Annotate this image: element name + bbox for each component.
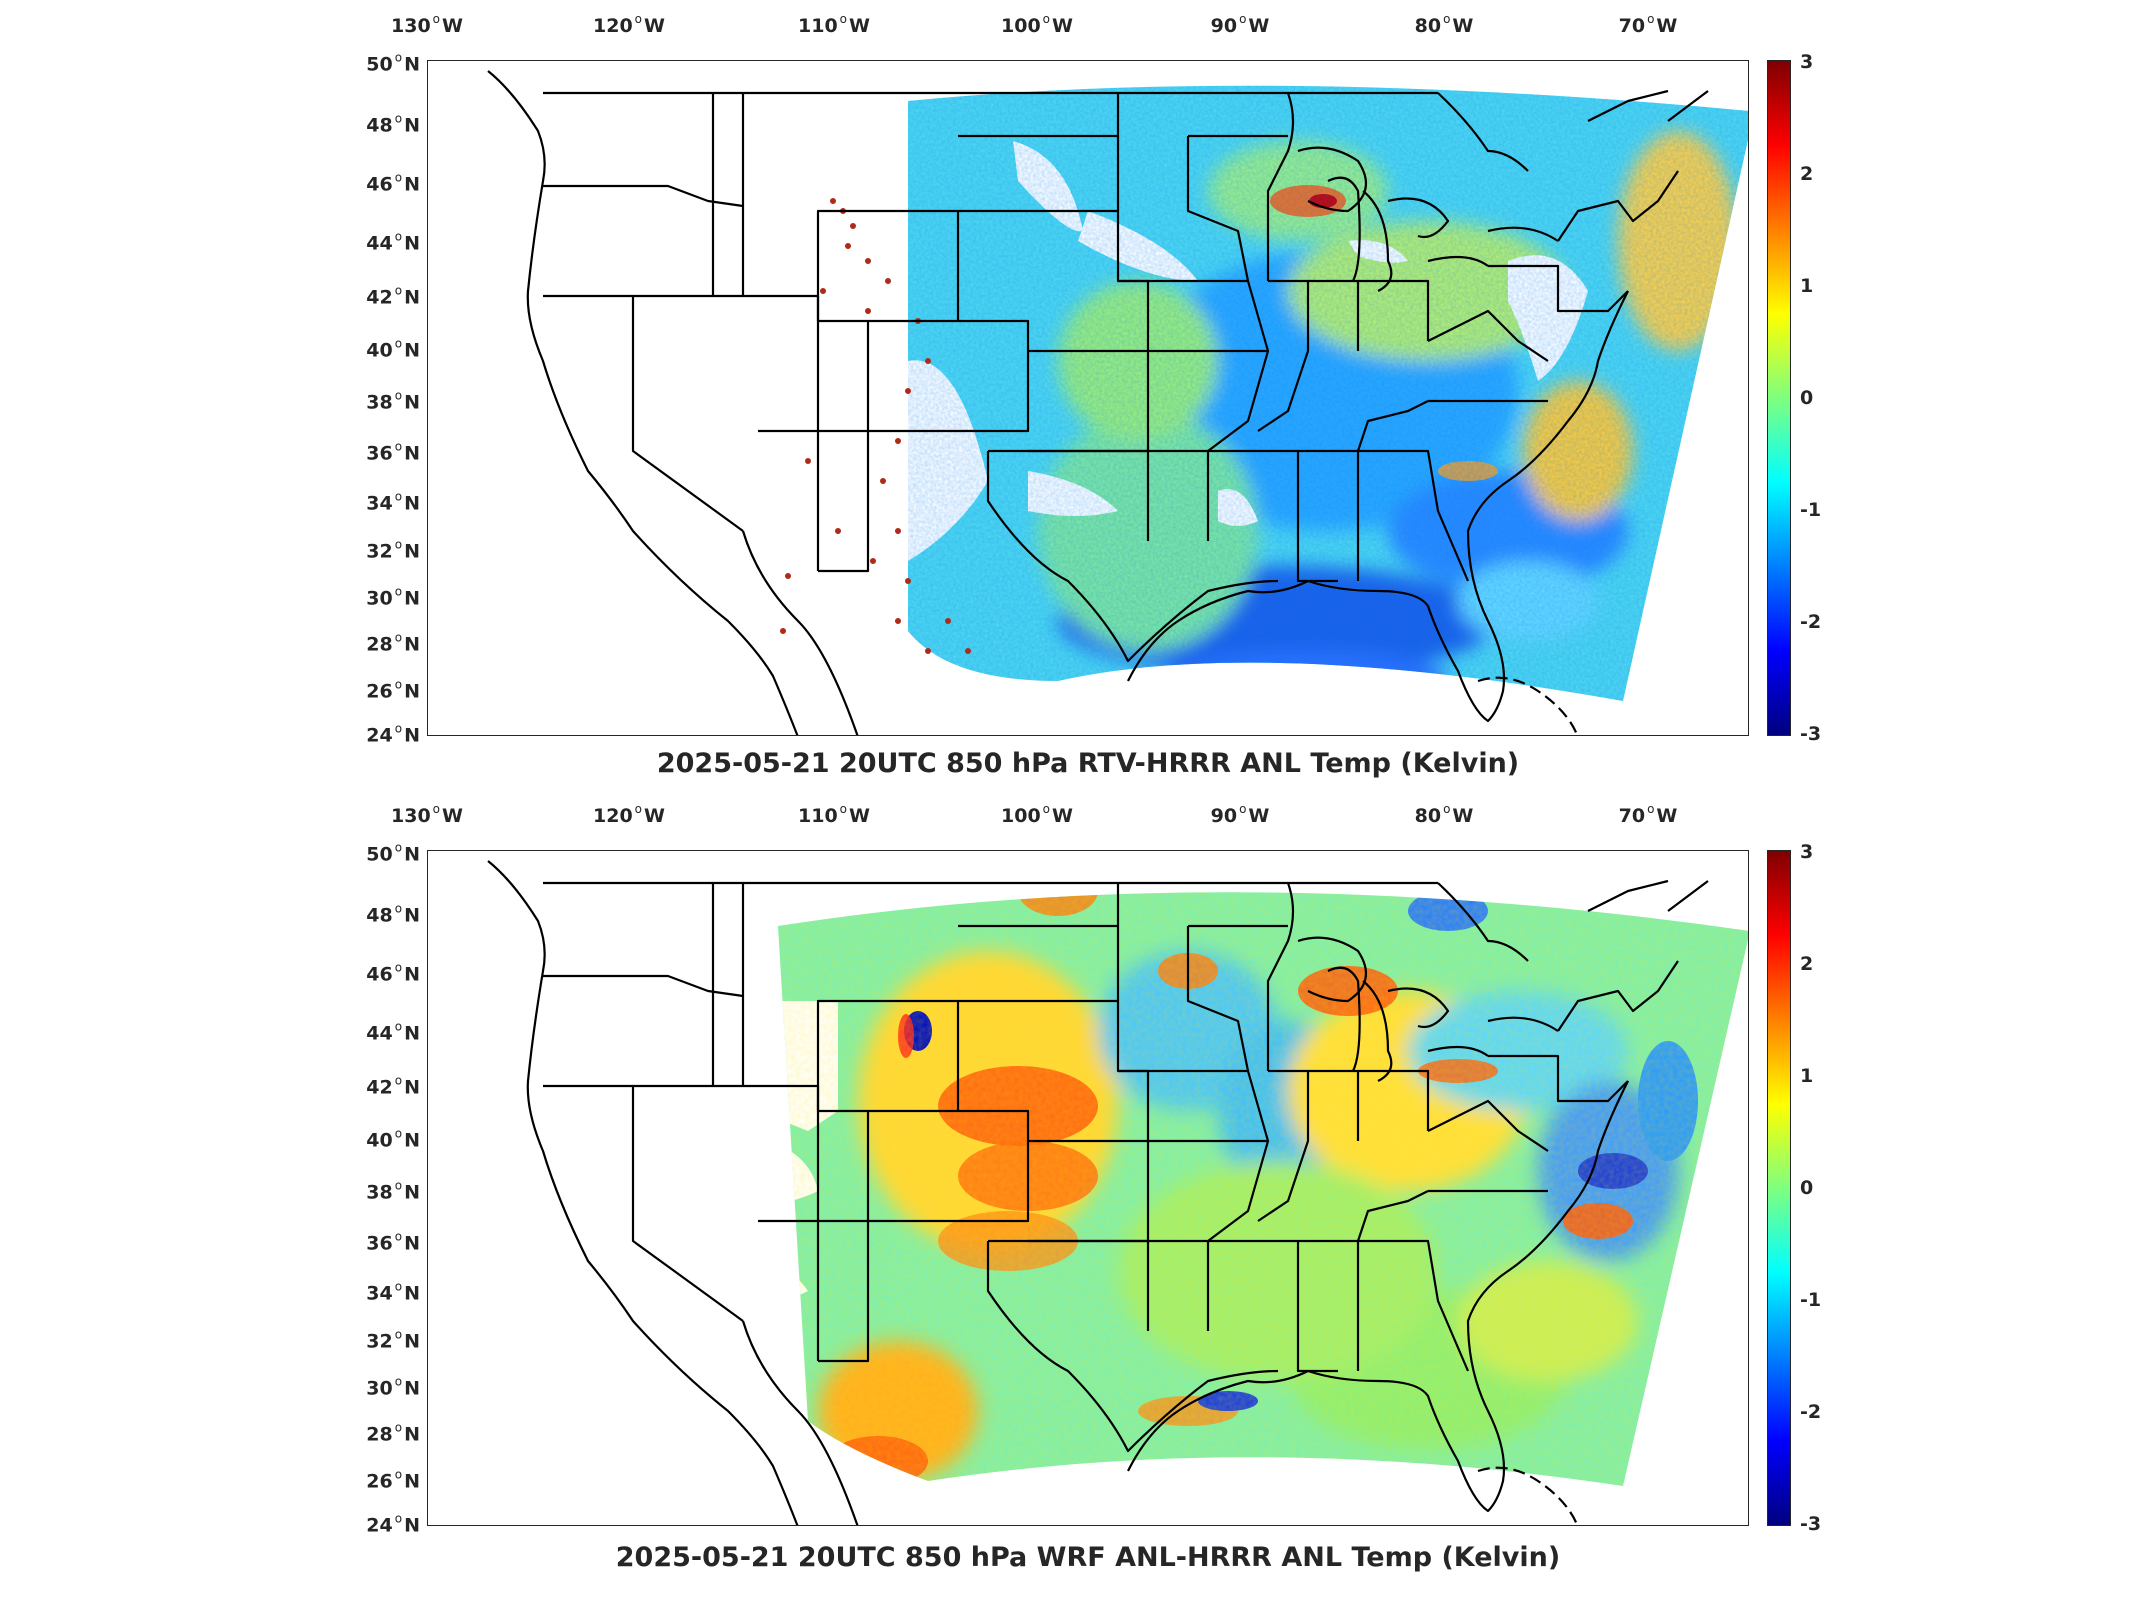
lat-label: 34 o N: [366, 1279, 420, 1305]
colorbar-tick: -2: [1800, 1401, 1822, 1423]
lat-label: 50 o N: [366, 50, 420, 76]
colorbar-tick: -3: [1800, 723, 1822, 745]
lat-label: 36 o N: [366, 1229, 420, 1255]
colorbar: [1767, 850, 1791, 1526]
lat-label: 48 o N: [366, 111, 420, 137]
temperature-field: [908, 85, 1748, 701]
colorbar-tick: -1: [1800, 1289, 1822, 1311]
lat-label: 26 o N: [366, 677, 420, 703]
lon-label: 110 o W: [798, 12, 870, 37]
lat-label: 42 o N: [366, 283, 420, 309]
coastlines-and-borders: [487, 70, 1709, 735]
lat-label: 32 o N: [366, 1327, 420, 1353]
lat-label: 46 o N: [366, 170, 420, 196]
lat-label: 24 o N: [366, 721, 420, 747]
lon-label: 80 o W: [1414, 802, 1474, 827]
colorbar-tick: 0: [1800, 1177, 1814, 1199]
temperature-field: [778, 892, 1748, 1486]
colorbar: [1767, 60, 1791, 736]
lon-label: 120 o W: [593, 12, 665, 37]
lat-label: 30 o N: [366, 1374, 420, 1400]
map-title: 2025-05-21 20UTC 850 hPa WRF ANL-HRRR AN…: [615, 1542, 1561, 1573]
lat-label: 44 o N: [366, 1019, 420, 1045]
colorbar-tick: -3: [1800, 1513, 1822, 1535]
lon-label: 90 o W: [1210, 12, 1270, 37]
top-map: [427, 60, 1749, 736]
lon-label: 80 o W: [1414, 12, 1474, 37]
lat-label: 38 o N: [366, 388, 420, 414]
lon-label: 100 o W: [1001, 12, 1073, 37]
lon-label: 100 o W: [1001, 802, 1073, 827]
lat-label: 30 o N: [366, 584, 420, 610]
colorbar-tick: 3: [1800, 51, 1814, 73]
lat-label: 38 o N: [366, 1178, 420, 1204]
lat-label: 28 o N: [366, 1420, 420, 1446]
lon-label: 70 o W: [1618, 802, 1678, 827]
lat-label: 24 o N: [366, 1511, 420, 1537]
coastlines-and-borders: [487, 860, 1709, 1525]
colorbar-tick: 2: [1800, 953, 1814, 975]
lon-label: 110 o W: [798, 802, 870, 827]
lon-label: 90 o W: [1210, 802, 1270, 827]
colorbar-tick: -2: [1800, 611, 1822, 633]
lat-label: 28 o N: [366, 630, 420, 656]
lat-label: 26 o N: [366, 1467, 420, 1493]
lat-label: 40 o N: [366, 1126, 420, 1152]
lat-label: 44 o N: [366, 229, 420, 255]
colorbar-tick: 1: [1800, 275, 1814, 297]
bottom-map-panel: 130 o W 120 o W 110 o W 100 o W 90 o W 80 o W 70 o W 5…: [0, 790, 2133, 1600]
colorbar-tick: -1: [1800, 499, 1822, 521]
bottom-map: [427, 850, 1749, 1526]
lon-label: 130 o W: [391, 12, 463, 37]
edge-speckle: [780, 198, 971, 654]
lat-label: 50 o N: [366, 840, 420, 866]
lat-label: 32 o N: [366, 537, 420, 563]
top-map-panel: 130 o W 120 o W 110 o W 100 o W 90 o W 80 o W 70 o W 5…: [0, 0, 2133, 790]
top-map-canvas: [487, 70, 1748, 735]
lat-label: 42 o N: [366, 1073, 420, 1099]
map-title: 2025-05-21 20UTC 850 hPa RTV-HRRR ANL Te…: [656, 748, 1520, 779]
lat-label: 40 o N: [366, 336, 420, 362]
lon-label: 70 o W: [1618, 12, 1678, 37]
colorbar-tick: 1: [1800, 1065, 1814, 1087]
lat-label: 36 o N: [366, 439, 420, 465]
colorbar-tick: 0: [1800, 387, 1814, 409]
lon-label: 130 o W: [391, 802, 463, 827]
lat-label: 46 o N: [366, 960, 420, 986]
lat-label: 48 o N: [366, 901, 420, 927]
lon-label: 120 o W: [593, 802, 665, 827]
lat-label: 34 o N: [366, 489, 420, 515]
colorbar-tick: 2: [1800, 163, 1814, 185]
bottom-map-canvas: [487, 860, 1748, 1525]
colorbar-tick: 3: [1800, 841, 1814, 863]
